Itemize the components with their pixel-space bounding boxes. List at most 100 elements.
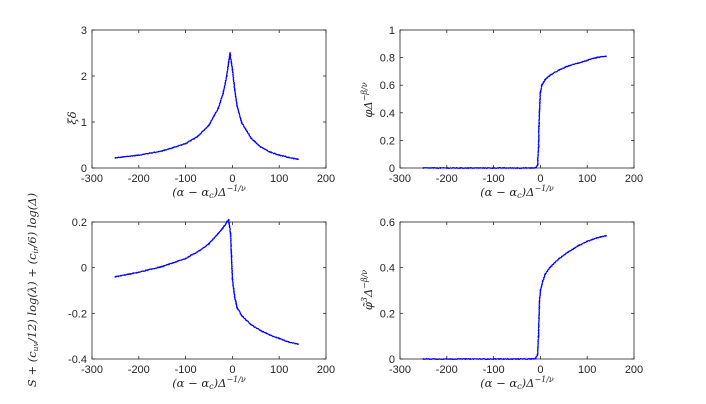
data-point [567, 251, 569, 253]
data-point [538, 298, 541, 300]
data-point [537, 342, 539, 344]
data-point [170, 262, 173, 264]
data-point [296, 158, 298, 160]
tick-marks [91, 29, 327, 169]
data-point [207, 243, 210, 245]
x-axis-label: (α − αc)Δ−1/ν [172, 375, 246, 391]
x-tick-label: -200 [128, 173, 150, 185]
data-point [202, 130, 204, 132]
tick-marks [91, 221, 327, 360]
y-tick-label: 3 [81, 25, 87, 37]
data-point [539, 93, 541, 96]
data-point [234, 90, 236, 92]
x-tick-label: 0 [229, 364, 235, 376]
data-point [224, 86, 226, 88]
data-point [232, 74, 234, 77]
x-tick-label: -200 [128, 364, 150, 376]
x-tick-label: 100 [578, 364, 596, 376]
data-point [605, 235, 607, 237]
data-point [229, 57, 232, 59]
y-tick-label: -0.2 [68, 308, 87, 320]
data-point [277, 154, 280, 156]
y-tick-label: 0 [389, 163, 395, 175]
data-point [516, 167, 518, 169]
x-tick-label: -100 [175, 364, 197, 376]
x-tick-label: -300 [389, 173, 411, 185]
data-point [542, 281, 544, 283]
data-point [229, 55, 231, 58]
data-point [228, 59, 230, 62]
data-point [185, 142, 188, 144]
data-point [538, 310, 541, 312]
data-point [228, 56, 230, 58]
data-point [222, 226, 224, 229]
data-point [537, 351, 539, 353]
data-point [504, 167, 506, 169]
data-point [162, 266, 164, 268]
data-point [283, 155, 285, 157]
data-point [294, 157, 297, 160]
data-point [264, 148, 266, 150]
y-axis-label: S + (cuv/12) log(λ) + (cir/6) log(Δ) [25, 193, 40, 387]
data-point [170, 147, 173, 149]
data-point [543, 278, 545, 280]
data-point [538, 124, 540, 126]
data-point [243, 125, 245, 128]
data-point [539, 104, 541, 107]
x-tick-label: 0 [537, 364, 543, 376]
data-point [548, 75, 550, 77]
data-point [531, 167, 533, 169]
data-point [230, 61, 232, 63]
data-point [539, 95, 541, 98]
data-point [167, 264, 169, 266]
data-point [566, 65, 569, 68]
data-point [287, 156, 289, 158]
data-point [235, 100, 238, 102]
data-point [538, 129, 540, 131]
data-point [149, 268, 152, 270]
data-point [228, 224, 230, 227]
data-point [225, 79, 227, 81]
data-point [139, 271, 141, 273]
data-point [538, 127, 540, 129]
data-point [530, 167, 532, 169]
data-point [537, 161, 539, 163]
x-tick-label: -300 [389, 364, 411, 376]
data-point [541, 85, 543, 88]
y-tick-label: 0.2 [380, 308, 395, 320]
data-point [463, 167, 465, 169]
data-point [280, 155, 282, 157]
data-point [231, 68, 234, 70]
data-point [219, 104, 221, 106]
x-tick-label: -200 [436, 173, 458, 185]
data-point [200, 131, 203, 134]
data-point [570, 64, 572, 66]
data-point [604, 55, 606, 58]
data-points [422, 55, 607, 170]
y-axis-label: ξδ [65, 111, 79, 124]
data-point [537, 349, 539, 351]
x-tick-label: 0 [537, 173, 543, 185]
y-tick-labels: 0 0.2 0.4 0.6 0.8 1 [380, 25, 395, 175]
data-point [256, 328, 259, 330]
y-tick-label: 0.6 [380, 80, 395, 92]
data-point [546, 270, 549, 272]
data-point [469, 167, 471, 169]
data-point [255, 326, 257, 328]
data-point [233, 296, 236, 298]
data-point [479, 358, 481, 360]
y-axis-label: φ̃3Δ−β/ν [360, 270, 375, 310]
data-points [114, 218, 299, 346]
data-point [236, 105, 238, 108]
x-tick-label: -100 [175, 173, 197, 185]
data-point [492, 167, 494, 169]
y-tick-label: 1 [81, 117, 87, 129]
data-point [231, 275, 234, 277]
data-point [537, 346, 539, 349]
data-point [433, 167, 436, 169]
x-axis-label: (α − αc)Δ−1/ν [172, 184, 246, 200]
x-axis-label: (α − αc)Δ−1/ν [480, 375, 554, 391]
data-point [537, 149, 540, 151]
chart-phi-tilde-cubed: -300 -200 -100 0 100 200 0 0.2 0.4 0.6 (α − αc)Δ… [360, 217, 643, 391]
